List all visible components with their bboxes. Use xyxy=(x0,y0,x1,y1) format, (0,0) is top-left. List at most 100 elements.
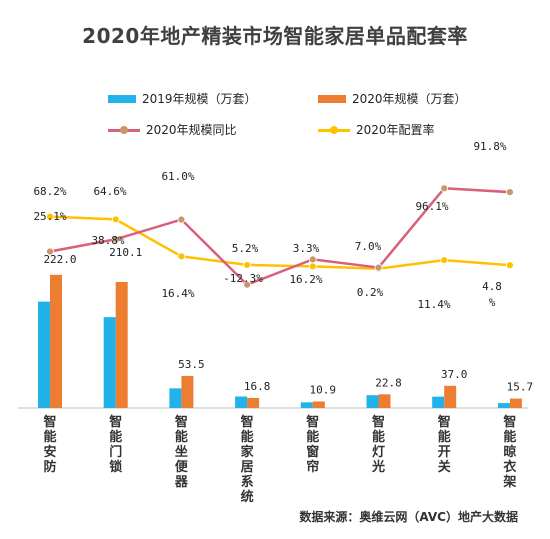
legend-swatch-2020 xyxy=(318,94,346,103)
yoy-point-1 xyxy=(111,235,120,244)
yoy-label-7: 91.8% xyxy=(473,140,506,153)
bar-2019-0 xyxy=(38,301,50,408)
legend-label-2019: 2019年规模（万套） xyxy=(142,92,257,106)
bar-label-2020-4: 10.9 xyxy=(310,383,337,396)
legend-swatch-config xyxy=(318,125,350,135)
category-label-5-char-1: 能 xyxy=(372,429,385,445)
legend-swatch-yoy xyxy=(108,125,140,135)
category-label-6-char-0: 智 xyxy=(438,414,451,430)
config-label-1: 64.6% xyxy=(93,185,126,198)
legend-label-config: 2020年配置率 xyxy=(356,123,435,137)
bar-2020-4 xyxy=(312,401,325,408)
yoy-line xyxy=(49,187,510,286)
category-label-1-char-0: 智 xyxy=(109,414,122,430)
category-label-6-char-1: 能 xyxy=(438,429,451,445)
category-label-6-char-2: 开 xyxy=(438,445,451,460)
category-label-7-char-0: 智 xyxy=(503,414,516,430)
category-label-3-char-2: 家 xyxy=(241,444,255,460)
config-label-3: 5.2% xyxy=(232,242,259,255)
bar-label-2020-0: 222.0 xyxy=(43,253,76,266)
yoy-point-3 xyxy=(243,280,252,289)
config-label-6: 11.4% xyxy=(417,298,450,311)
category-label-3-char-3: 居 xyxy=(241,460,254,475)
legend-item-yoy: 2020年规模同比 xyxy=(108,121,237,138)
yoy-point-6 xyxy=(440,184,449,193)
yoy-point-5 xyxy=(374,263,383,272)
config-rate-line xyxy=(49,215,510,270)
config-rate-point-2 xyxy=(177,252,186,261)
chart-title: 2020年地产精装市场智能家居单品配套率 xyxy=(82,24,468,48)
bar-2019-3 xyxy=(235,396,248,408)
legend-item-2019-scale: 2019年规模（万套） xyxy=(108,90,257,107)
bar-label-2020-3: 16.8 xyxy=(244,380,271,393)
category-label-5-char-2: 灯 xyxy=(372,444,385,460)
config-label-extra-percent: % xyxy=(489,296,496,309)
bar-label-2020-1: 210.1 xyxy=(109,246,142,259)
config-rate-point-3 xyxy=(243,261,252,269)
category-label-0-char-2: 安 xyxy=(43,444,56,460)
category-label-2-char-2: 坐 xyxy=(175,445,188,460)
category-label-4-char-0: 智 xyxy=(306,414,319,430)
category-label-1-char-2: 门 xyxy=(109,444,122,460)
category-label-5-char-0: 智 xyxy=(372,414,385,430)
config-rate-point-7 xyxy=(505,261,514,270)
category-label-3-char-5: 统 xyxy=(241,489,254,505)
bar-2020-1 xyxy=(115,281,128,408)
bar-2019-1 xyxy=(103,317,116,408)
category-label-5-char-3: 光 xyxy=(371,459,385,475)
config-rate-point-4 xyxy=(308,262,317,271)
config-rate-point-1 xyxy=(111,215,120,224)
config-label-5: 0.2% xyxy=(357,286,384,299)
legend-item-2020-scale: 2020年规模（万套） xyxy=(318,90,467,107)
bar-2019-5 xyxy=(366,395,379,408)
category-label-7-char-1: 能 xyxy=(503,429,516,445)
category-label-4-char-3: 帘 xyxy=(306,459,319,475)
category-label-7-char-4: 架 xyxy=(502,474,516,490)
config-rate-point-6 xyxy=(440,256,449,265)
bar-label-2020-7: 15.7 xyxy=(507,381,534,394)
config-label-2: 16.4% xyxy=(161,287,194,300)
legend-label-yoy: 2020年规模同比 xyxy=(146,123,237,137)
yoy-label-3: -12.3% xyxy=(223,272,263,285)
yoy-point-7 xyxy=(505,188,514,197)
bar-label-2020-6: 37.0 xyxy=(441,368,468,381)
legend-label-2020: 2020年规模（万套） xyxy=(352,92,467,106)
yoy-label-2: 61.0% xyxy=(161,170,194,183)
legend-item-config-rate: 2020年配置率 xyxy=(318,121,435,138)
yoy-label-0: 25.1% xyxy=(33,210,66,223)
bar-2020-3 xyxy=(247,397,260,408)
yoy-point-2 xyxy=(177,215,186,224)
config-label-0: 68.2% xyxy=(33,185,66,198)
bar-2019-7 xyxy=(497,403,510,408)
legend-swatch-2019 xyxy=(108,94,136,103)
category-label-3-char-4: 系 xyxy=(241,474,254,490)
config-label-7: 4.8 xyxy=(482,280,502,293)
bar-2019-4 xyxy=(300,402,313,408)
category-label-7-char-2: 晾 xyxy=(503,444,516,460)
yoy-point-0 xyxy=(46,247,54,256)
category-label-2-char-1: 能 xyxy=(175,429,188,445)
bar-label-2020-2: 53.5 xyxy=(178,358,205,371)
bar-2019-2 xyxy=(169,388,182,408)
category-label-2-char-4: 器 xyxy=(174,475,189,490)
bar-2019-6 xyxy=(432,396,445,408)
category-label-0-char-0: 智 xyxy=(43,414,56,430)
bar-2020-6 xyxy=(444,385,457,408)
category-label-3-char-0: 智 xyxy=(241,414,254,430)
category-label-1-char-1: 能 xyxy=(109,429,122,445)
category-label-7-char-3: 衣 xyxy=(503,459,516,475)
category-label-2-char-3: 便 xyxy=(175,459,189,475)
bar-2020-5 xyxy=(378,394,391,408)
config-rate-point-0 xyxy=(46,212,54,221)
yoy-point-4 xyxy=(308,255,317,264)
category-label-4-char-2: 窗 xyxy=(306,444,319,460)
yoy-label-6: 96.1% xyxy=(415,200,448,213)
category-label-1-char-3: 锁 xyxy=(109,459,122,475)
category-label-6-char-3: 关 xyxy=(438,459,451,475)
yoy-label-4: 16.2% xyxy=(289,273,322,286)
yoy-label-5: 7.0% xyxy=(355,240,382,253)
category-label-4-char-1: 能 xyxy=(306,429,319,445)
category-label-2-char-0: 智 xyxy=(175,414,188,430)
